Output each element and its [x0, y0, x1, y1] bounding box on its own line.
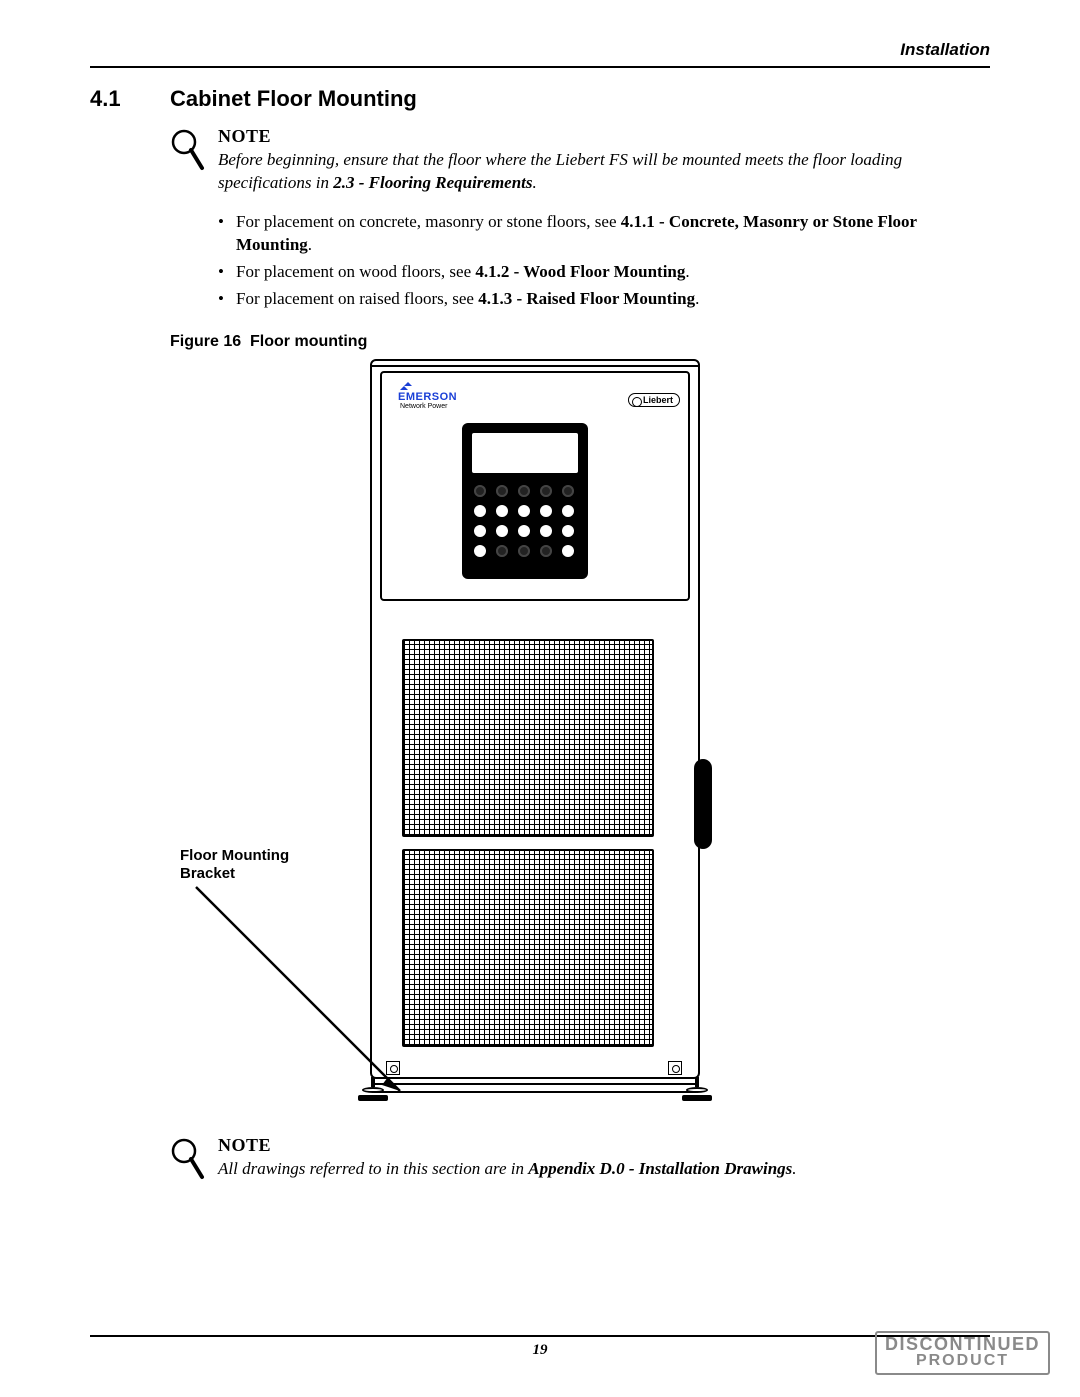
leveling-foot-right	[682, 1077, 712, 1101]
cabinet-top-strip	[372, 361, 698, 367]
section-title: Cabinet Floor Mounting	[170, 86, 417, 112]
discontinued-line2: PRODUCT	[885, 1353, 1040, 1369]
note-1-ref: 2.3 - Flooring Requirements	[333, 173, 532, 192]
magnifier-icon	[170, 126, 218, 195]
inner-foot-right	[668, 1061, 682, 1075]
top-rule	[90, 66, 990, 68]
cabinet-handle	[694, 759, 712, 849]
note-2-pre: All drawings referred to in this section…	[218, 1159, 528, 1178]
figure-area: EMERSON Network Power Liebert	[90, 359, 990, 1129]
keypad-screen	[472, 433, 578, 473]
note-2-ref: Appendix D.0 - Installation Drawings	[528, 1159, 792, 1178]
liebert-badge: Liebert	[628, 393, 680, 407]
callout-leader-line	[190, 881, 430, 1116]
emerson-logo-sub: Network Power	[400, 403, 447, 410]
section-heading: 4.1 Cabinet Floor Mounting	[90, 86, 990, 112]
bullet-2: For placement on wood floors, see 4.1.2 …	[218, 261, 990, 284]
keypad-buttons	[474, 485, 576, 557]
discontinued-stamp: DISCONTINUED PRODUCT	[875, 1331, 1050, 1375]
note-1: NOTE Before beginning, ensure that the f…	[170, 126, 990, 195]
note-1-text: Before beginning, ensure that the floor …	[218, 149, 990, 195]
bullet-list: For placement on concrete, masonry or st…	[218, 211, 990, 311]
cabinet-vent-lower	[402, 849, 654, 1047]
bullet-2-ref: 4.1.2 - Wood Floor Mounting	[475, 262, 685, 281]
note-2: NOTE All drawings referred to in this se…	[170, 1135, 990, 1181]
bullet-1-pre: For placement on concrete, masonry or st…	[236, 212, 621, 231]
bullet-3: For placement on raised floors, see 4.1.…	[218, 288, 990, 311]
emerson-logo-text: EMERSON	[398, 391, 457, 403]
callout-line1: Floor Mounting	[180, 847, 289, 864]
figure-caption-lead: Figure 16	[170, 333, 241, 350]
section-number: 4.1	[90, 86, 170, 112]
note-1-head: NOTE	[218, 126, 990, 147]
bullet-3-ref: 4.1.3 - Raised Floor Mounting	[478, 289, 695, 308]
bullet-3-pre: For placement on raised floors, see	[236, 289, 478, 308]
bullet-2-pre: For placement on wood floors, see	[236, 262, 475, 281]
bullet-1: For placement on concrete, masonry or st…	[218, 211, 990, 257]
note-2-post: .	[792, 1159, 796, 1178]
note-1-post: .	[533, 173, 537, 192]
emerson-logo-icon	[400, 379, 414, 389]
magnifier-icon	[170, 1135, 218, 1181]
bottom-rule	[90, 1335, 990, 1337]
cabinet-vent-upper	[402, 639, 654, 837]
discontinued-line1: DISCONTINUED	[885, 1335, 1040, 1353]
header-section: Installation	[90, 40, 990, 60]
callout-label: Floor Mounting Bracket	[180, 847, 289, 885]
note-1-pre: Before beginning, ensure that the floor …	[218, 150, 902, 192]
note-2-head: NOTE	[218, 1135, 990, 1156]
figure-caption: Figure 16 Floor mounting	[170, 333, 990, 351]
note-2-text: All drawings referred to in this section…	[218, 1158, 990, 1181]
figure-caption-text: Floor mounting	[250, 333, 367, 350]
cabinet-keypad	[462, 423, 588, 579]
